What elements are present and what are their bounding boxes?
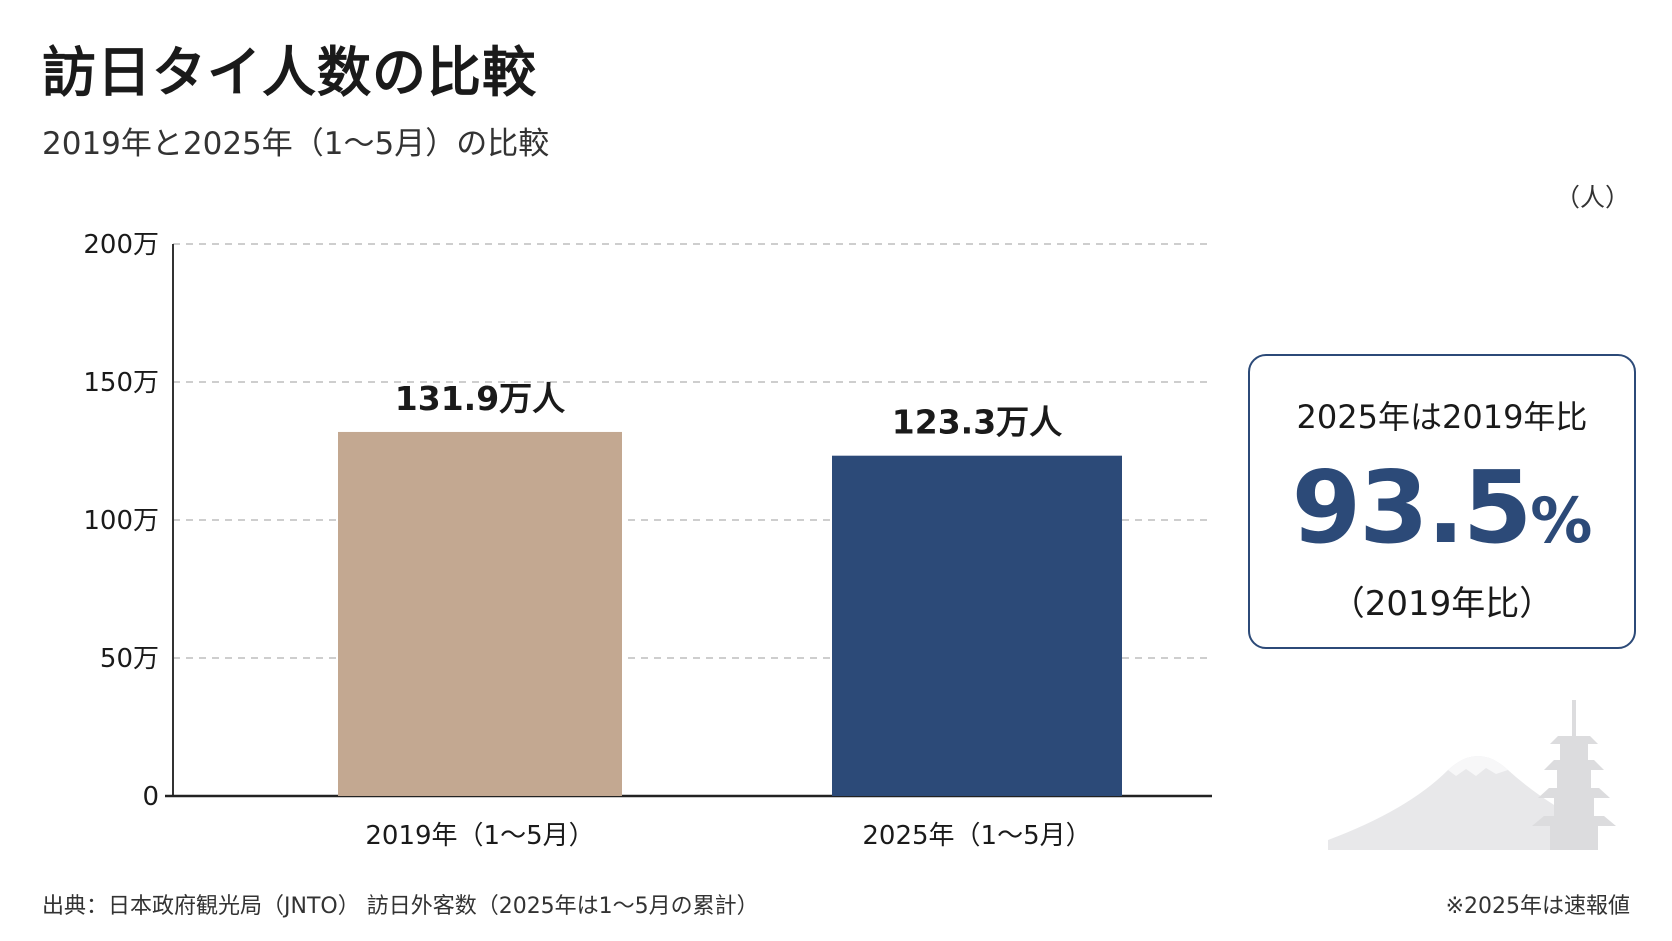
pagoda-icon [1532,700,1616,850]
landmark-decoration [1328,700,1616,850]
bar-2019 [338,431,622,796]
x-tick-label: 2019年（1～5月） [365,821,594,851]
preliminary-note: ※2025年は速報値 [1445,894,1630,919]
bar-value-label: 123.3万人 [892,403,1062,442]
chart-title: 訪日タイ人数の比較 [42,41,537,104]
ratio-callout: 2025年は2019年比 93.5% （2019年比） [1248,354,1636,649]
y-tick-label: 200万 [83,230,159,260]
callout-subtext: （2019年比） [1330,584,1554,624]
y-tick-label: 0 [142,782,159,812]
chart-subtitle: 2019年と2025年（1～5月）の比較 [42,126,550,162]
y-tick-label: 50万 [100,644,159,674]
mount-fuji-icon [1328,756,1598,850]
y-tick-label: 100万 [83,506,159,536]
callout-number: 93.5 [1291,449,1533,566]
callout-value: 93.5% [1250,458,1634,558]
source-note: 出典：日本政府観光局（JNTO） 訪日外客数（2025年は1～5月の累計） [42,894,759,919]
unit-label: （人） [1554,183,1630,212]
callout-heading: 2025年は2019年比 [1296,398,1588,436]
y-tick-label: 150万 [83,368,159,398]
x-tick-labels: 2019年（1～5月） 2025年（1～5月） [365,821,1091,851]
bar-value-label: 131.9万人 [395,379,565,418]
y-tick-labels: 0 50万 100万 150万 200万 [83,230,159,812]
callout-percent: % [1530,484,1593,557]
x-tick-label: 2025年（1～5月） [862,821,1091,851]
bar-2025 [832,455,1122,796]
bar-chart: 0 50万 100万 150万 200万 131.9万人 123.3万人 2019年（1～… [83,230,1212,851]
bars: 131.9万人 123.3万人 [338,379,1122,796]
